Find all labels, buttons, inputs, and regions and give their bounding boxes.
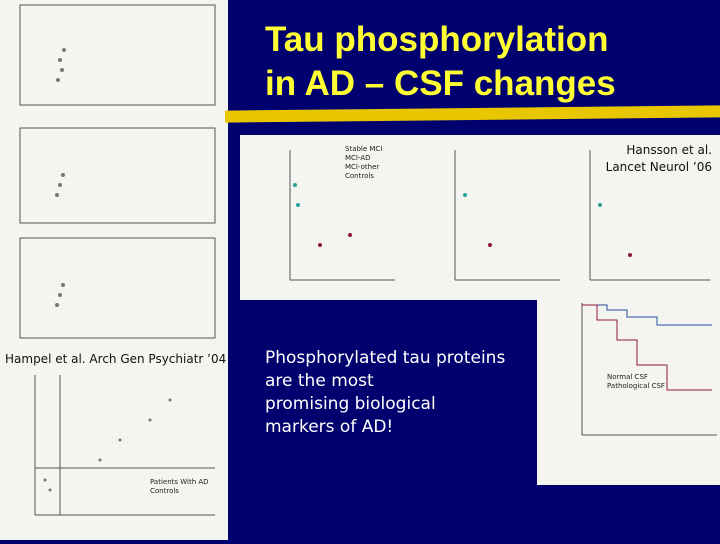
citation-line: Hansson et al. bbox=[626, 143, 712, 157]
middle-figure: Stable MCI MCI-AD MCI-other Controls bbox=[240, 135, 720, 300]
body-text: Phosphorylated tau proteins are the most… bbox=[265, 347, 505, 439]
body-line: Phosphorylated tau proteins bbox=[265, 348, 506, 368]
title-line: Tau phosphorylation bbox=[265, 20, 609, 59]
legend-entry: MCI-AD bbox=[345, 154, 371, 162]
legend-entry: Normal CSF bbox=[607, 373, 648, 381]
legend: Normal CSF Pathological CSF bbox=[607, 373, 665, 391]
body-line: promising biological bbox=[265, 394, 436, 414]
citation: Hansson et al. Lancet Neurol ’06 bbox=[606, 142, 712, 176]
right-figure-drawing bbox=[581, 303, 717, 436]
legend-entry: Patients With AD bbox=[150, 478, 209, 486]
left-figure: Hampel et al. Arch Gen Psychiatr ’04 Pat… bbox=[0, 0, 228, 540]
legend-entry: Controls bbox=[345, 172, 374, 180]
body-line: are the most bbox=[265, 371, 374, 391]
title-line: in AD – CSF changes bbox=[265, 64, 616, 103]
citation-line: Lancet Neurol ’06 bbox=[605, 160, 712, 174]
title-underline bbox=[225, 105, 720, 123]
legend-entry: Stable MCI bbox=[345, 145, 383, 153]
legend-entry: Controls bbox=[150, 487, 179, 495]
legend-entry: Pathological CSF bbox=[607, 382, 665, 390]
left-figure-drawing bbox=[19, 4, 216, 516]
legend-entry: MCI-other bbox=[345, 163, 380, 171]
citation: Hampel et al. Arch Gen Psychiatr ’04 bbox=[5, 352, 227, 366]
legend: Patients With AD Controls bbox=[150, 478, 209, 496]
body-line: markers of AD! bbox=[265, 417, 394, 437]
legend: Stable MCI MCI-AD MCI-other Controls bbox=[345, 145, 382, 181]
title: Tau phosphorylation in AD – CSF changes bbox=[265, 18, 616, 106]
middle-figure-drawing bbox=[289, 150, 710, 281]
right-figure: Normal CSF Pathological CSF bbox=[537, 295, 720, 485]
